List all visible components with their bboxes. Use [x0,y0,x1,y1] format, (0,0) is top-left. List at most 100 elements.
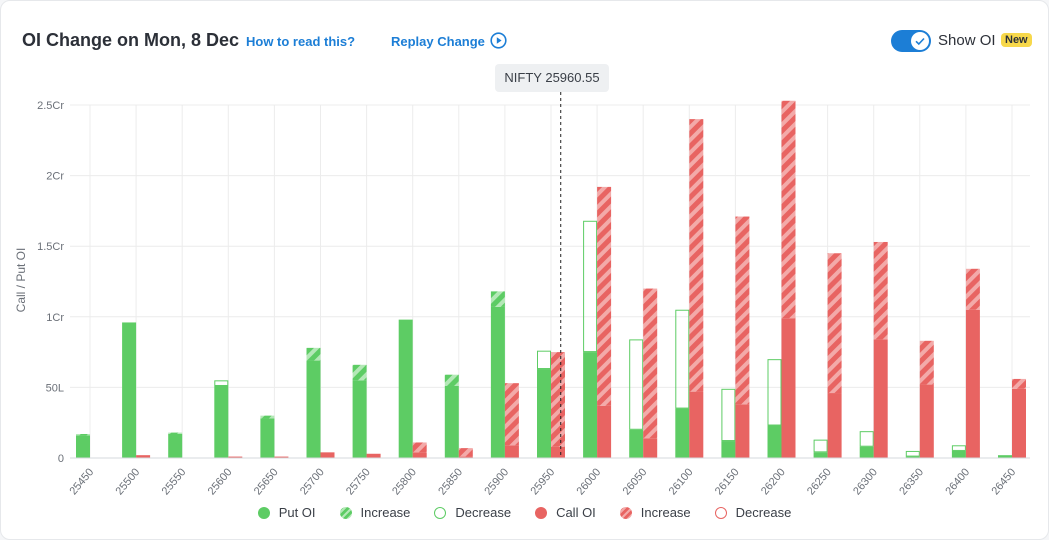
y-tick-label: 2.5Cr [37,100,64,112]
x-tick-label: 26300 [851,466,880,497]
call-oi-bar [873,339,888,458]
y-axis-label: Call / Put OI [14,248,28,313]
call-oi-increase-bar [412,442,427,453]
call-oi-increase-bar [597,186,612,406]
legend-item[interactable]: Increase [619,505,691,520]
put-oi-bar [122,322,137,458]
call-oi-increase-bar [504,383,519,446]
chart-legend: Put OI Increase Decrease Call OI Increase Dec… [0,505,1049,520]
put-oi-increase-bar [306,347,321,361]
legend-swatch [434,506,447,519]
put-oi-bar [859,446,874,458]
put-oi-bar [352,380,367,458]
show-oi-toggle[interactable] [891,30,931,52]
legend-label: Increase [360,505,411,520]
legend-label: Call OI [556,505,596,520]
put-oi-bar [951,450,966,458]
call-oi-bar [551,446,565,458]
legend-label: Decrease [735,505,792,520]
legend-item[interactable]: Decrease [714,505,792,520]
legend-label: Put OI [278,505,316,520]
call-oi-bar [412,452,427,458]
call-oi-increase-bar [458,448,473,457]
x-tick-label: 26200 [759,466,788,497]
put-oi-bar [214,385,229,458]
spot-price-tooltip: NIFTY 25960.55 [495,64,609,92]
call-oi-bar [320,452,335,458]
legend-swatch [257,506,270,519]
legend-item[interactable]: Call OI [535,505,596,520]
put-oi-decrease-bar [537,350,551,370]
x-tick-label: 26150 [713,466,742,497]
legend-item[interactable]: Put OI [257,505,316,520]
play-circle-icon[interactable] [490,32,507,49]
call-oi-bar [965,309,980,458]
call-oi-increase-bar [965,268,980,310]
call-oi-increase-bar [735,216,750,405]
put-oi-decrease-bar [583,220,598,353]
call-oi-increase-bar [827,253,842,394]
put-oi-bar [76,435,90,458]
put-oi-increase-bar [168,432,183,434]
x-tick-label: 25950 [528,466,557,497]
check-icon [915,37,925,46]
legend-item[interactable]: Decrease [434,505,511,520]
x-tick-label: 25650 [252,466,281,497]
put-oi-decrease-bar [214,380,229,386]
put-oi-bar [260,418,275,458]
call-oi-bar [274,456,289,458]
toggle-knob [911,32,929,50]
x-tick-label: 25600 [206,466,235,497]
how-to-read-link[interactable]: How to read this? [246,34,356,49]
put-oi-increase-bar [490,291,505,307]
x-tick-label: 26350 [897,466,926,497]
put-oi-increase-bar [76,433,90,436]
bars [76,100,1026,458]
x-tick-label: 25550 [160,466,189,497]
legend-swatch [535,506,548,519]
put-oi-bar [998,455,1012,458]
x-tick-label: 26000 [575,466,604,497]
put-oi-bar [905,456,920,458]
x-tick-label: 25700 [298,466,327,497]
put-oi-decrease-bar [859,431,874,447]
x-tick-label: 26100 [667,466,696,497]
x-tick-label: 25500 [114,466,143,497]
put-oi-decrease-bar [675,309,690,409]
chart-title: OI Change on Mon, 8 Dec [22,30,240,50]
call-oi-bar [228,456,243,458]
put-oi-bar [629,429,644,458]
call-oi-bar [136,455,151,458]
x-tick-label: 25900 [482,466,511,497]
x-tick-label: 25450 [67,466,96,497]
call-oi-increase-bar [643,288,658,439]
call-oi-bar [643,438,658,458]
put-oi-increase-bar [352,364,367,381]
legend-item[interactable]: Increase [339,505,411,520]
call-oi-increase-bar [1012,378,1026,389]
x-tick-label: 26450 [989,466,1018,497]
new-badge: New [1001,33,1032,47]
call-oi-bar [597,405,612,458]
call-oi-bar [781,318,796,458]
put-oi-decrease-bar [721,388,736,442]
call-oi-bar [827,393,842,458]
x-tick-label: 26400 [943,466,972,497]
legend-label: Increase [640,505,691,520]
legend-swatch [339,506,352,519]
x-tick-label: 26050 [621,466,650,497]
x-tick-label: 25750 [344,466,373,497]
put-oi-decrease-bar [905,450,920,457]
put-oi-bar [168,433,183,458]
replay-change-link[interactable]: Replay Change [391,34,485,49]
put-oi-bar [767,425,782,458]
call-oi-bar [504,445,519,458]
put-oi-bar [306,360,321,458]
put-oi-decrease-bar [767,359,782,426]
put-oi-bar [490,306,505,458]
legend-swatch [619,506,632,519]
call-oi-bar [458,456,473,458]
put-oi-bar [813,452,828,458]
put-oi-decrease-bar [629,339,644,430]
